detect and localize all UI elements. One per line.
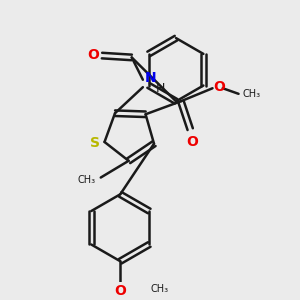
Text: O: O xyxy=(186,135,198,149)
Text: S: S xyxy=(90,136,100,150)
Text: CH₃: CH₃ xyxy=(150,284,168,294)
Text: H: H xyxy=(156,82,165,94)
Text: N: N xyxy=(145,71,156,85)
Text: O: O xyxy=(114,284,126,298)
Text: O: O xyxy=(87,48,99,62)
Text: CH₃: CH₃ xyxy=(78,175,96,185)
Text: O: O xyxy=(213,80,225,94)
Text: CH₃: CH₃ xyxy=(242,89,260,99)
